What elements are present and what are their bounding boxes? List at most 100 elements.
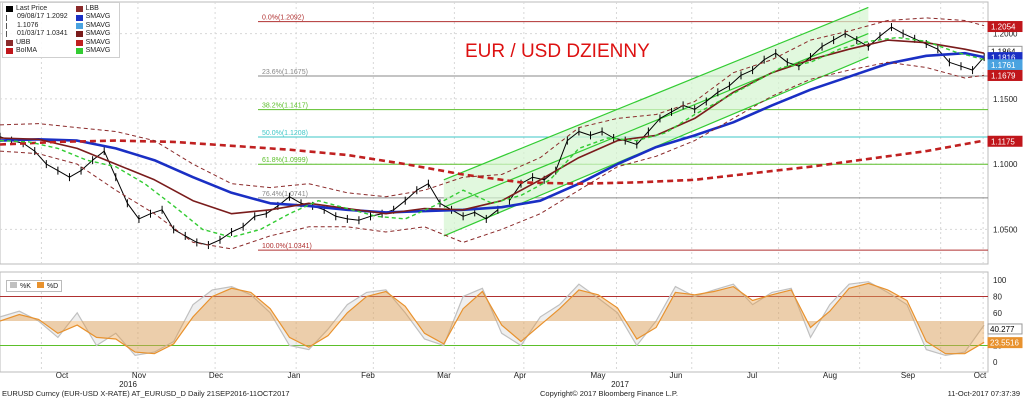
legend-swatch	[6, 48, 13, 55]
fibonacci-level-label: 23.6%(1.1675)	[262, 69, 308, 76]
legend-column-1: Last Price 09/08/17 1.2092 1.1076 01/03/17 …	[6, 5, 68, 55]
footer-center: Copyright© 2017 Bloomberg Finance L.P.	[540, 389, 678, 398]
series-line-ubb	[0, 17, 985, 198]
fibonacci-level-label: 76.4%(1.0741)	[262, 191, 308, 198]
x-tick-label: Aug	[823, 371, 837, 380]
price-tag-label: 1.1864	[991, 47, 1016, 56]
legend-swatch	[75, 31, 83, 38]
x-tick-label: Jan	[288, 371, 301, 380]
footer-right: 11-Oct-2017 07:37:39	[948, 389, 1020, 398]
legend-swatch	[75, 23, 83, 30]
legend-label: %D	[46, 283, 59, 290]
legend-entry: SMAVG	[75, 13, 111, 21]
legend-swatch	[75, 14, 83, 21]
legend-entry: 1.1076	[6, 22, 68, 30]
x-tick-label: Feb	[361, 371, 375, 380]
legend-entry: SMAVG	[75, 47, 111, 55]
oscillator-line-pct-k	[0, 281, 985, 357]
y-tick-label: 1.1500	[993, 95, 1018, 104]
legend-entry: 01/03/17 1.0341	[6, 30, 68, 38]
chart-title: EUR / USD DZIENNY	[465, 41, 650, 62]
legend-label: LBB	[85, 5, 99, 12]
trend-channel-fill	[443, 7, 869, 236]
legend-label: SMAVG	[85, 47, 111, 55]
oscillator-area-pct-d	[0, 283, 985, 354]
legend-label: UBB	[16, 38, 31, 46]
legend-label: 01/03/17 1.0341	[17, 30, 68, 38]
legend-swatch	[36, 282, 44, 288]
price-tag-label: 1.1761	[991, 61, 1016, 70]
legend-entry: UBB	[6, 39, 68, 47]
fibonacci-level-label: 100.0%(1.0341)	[262, 243, 312, 250]
price-tag-box	[987, 21, 1023, 33]
legend-label: SMAVG	[85, 21, 111, 29]
legend-entry: Last Price	[6, 5, 68, 13]
oscillator-y-tick-label: 60	[993, 309, 1002, 318]
oscillator-tag-label: 40.277	[990, 325, 1015, 334]
legend-label: Last Price	[16, 5, 48, 12]
oscillator-legend-entry: %K	[10, 282, 31, 290]
oscillator-y-tick-label: 100	[993, 276, 1007, 285]
legend-swatch	[6, 6, 13, 13]
legend-swatch	[75, 48, 83, 55]
legend-entry: BoIMA	[6, 47, 68, 55]
x-tick-label: May	[590, 371, 605, 380]
legend: Last Price 09/08/17 1.2092 1.1076 01/03/17 …	[2, 2, 121, 59]
legend-swatch	[75, 6, 83, 13]
fibonacci-level-label: 38.2%(1.1417)	[262, 103, 308, 110]
oscillator-area-pct-k	[0, 281, 985, 356]
x-tick-label: Jul	[747, 371, 757, 380]
x-tick-label: Dec	[209, 371, 223, 380]
legend-swatch	[75, 39, 83, 46]
legend-label: %K	[20, 283, 31, 290]
price-tag-label: 1.1679	[991, 71, 1016, 80]
x-tick-label: Oct	[56, 371, 69, 380]
x-year-label: 2017	[611, 380, 629, 389]
x-tick-label: Oct	[974, 371, 987, 380]
oscillator-legend-entry: %D	[36, 282, 59, 290]
y-tick-label: 1.2000	[993, 30, 1018, 39]
legend-swatch	[6, 31, 14, 38]
x-tick-label: Jun	[670, 371, 683, 380]
legend-label: BoIMA	[16, 47, 38, 55]
legend-entry: LBB	[75, 5, 111, 13]
oscillator-y-tick-label: 0	[993, 358, 998, 367]
y-tick-label: 1.0500	[993, 225, 1018, 234]
y-tick-label: 1.1000	[993, 160, 1018, 169]
legend-entry: SMAVG	[75, 30, 111, 38]
series-line-smavg	[0, 36, 985, 238]
footer-left: EURUSD Curncy (EUR-USD X-RATE) AT_EURUSD…	[2, 389, 290, 398]
trend-channel-upper-line	[443, 6, 869, 181]
series-line-smavg	[0, 51, 985, 214]
legend-label: 1.1076	[17, 21, 39, 29]
oscillator-tag-label: 23.5516	[990, 339, 1019, 348]
legend-swatch	[6, 23, 14, 30]
legend-label: SMAVG	[85, 13, 111, 21]
x-tick-label: Mar	[437, 371, 451, 380]
fibonacci-level-label: 0.0%(1.2092)	[262, 15, 304, 22]
legend-column-2: LBB SMAVG SMAVG SMAVG SMAVG SMAVG	[75, 5, 111, 55]
legend-label: SMAVG	[85, 38, 111, 46]
legend-label: SMAVG	[85, 30, 111, 38]
price-tag-label: 1.2054	[991, 23, 1016, 32]
oscillator-legend: %K %D	[6, 280, 63, 292]
fibonacci-level-label: 61.8%(1.0999)	[262, 157, 308, 164]
oscillator-tag-box	[987, 337, 1023, 349]
legend-swatch	[6, 39, 13, 46]
series-line-smavg	[0, 139, 985, 185]
oscillator-frame	[0, 271, 989, 373]
legend-label: 09/08/17 1.2092	[17, 13, 68, 21]
price-tag-box	[987, 135, 1023, 147]
legend-entry: 09/08/17 1.2092	[6, 13, 68, 21]
legend-swatch	[10, 282, 17, 288]
x-tick-label: Nov	[132, 371, 146, 380]
legend-entry: SMAVG	[75, 21, 111, 30]
legend-entry: SMAVG	[75, 38, 111, 47]
price-tag-box	[987, 59, 1023, 71]
price-tag-label: 1.1816	[991, 54, 1016, 63]
price-tag-label: 1.1175	[991, 137, 1015, 146]
oscillator-tag-box	[987, 323, 1023, 335]
x-tick-label: Apr	[514, 371, 527, 380]
